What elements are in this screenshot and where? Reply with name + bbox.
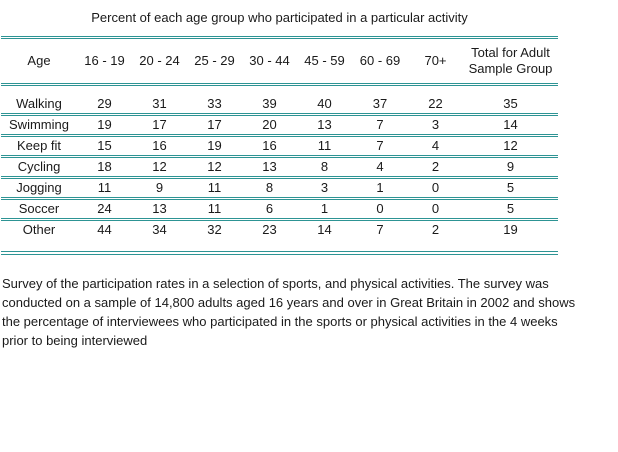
value-cell: 5 xyxy=(463,177,558,200)
value-cell: 11 xyxy=(297,135,352,158)
value-cell: 13 xyxy=(242,156,297,179)
col-header-16-19: 16 - 19 xyxy=(77,37,132,86)
value-cell: 17 xyxy=(187,114,242,137)
value-cell: 18 xyxy=(77,156,132,179)
value-cell: 12 xyxy=(463,135,558,158)
value-cell: 11 xyxy=(187,177,242,200)
col-header-30-44: 30 - 44 xyxy=(242,37,297,86)
value-cell: 39 xyxy=(242,84,297,116)
value-cell: 3 xyxy=(297,177,352,200)
table-row: Keep fit 15 16 19 16 11 7 4 12 xyxy=(1,135,558,158)
value-cell: 19 xyxy=(77,114,132,137)
value-cell: 11 xyxy=(187,198,242,221)
survey-caption: Survey of the participation rates in a s… xyxy=(2,276,576,348)
value-cell: 35 xyxy=(463,84,558,116)
value-cell: 7 xyxy=(352,135,408,158)
col-header-20-24: 20 - 24 xyxy=(132,37,187,86)
value-cell: 2 xyxy=(431,222,440,237)
value-cell: 22 xyxy=(408,84,463,116)
activity-label: Keep fit xyxy=(1,135,77,158)
value-cell: 1 xyxy=(352,177,408,200)
activity-label: Swimming xyxy=(1,114,77,137)
value-cell: 23 xyxy=(262,222,277,237)
value-cell: 0 xyxy=(408,198,463,221)
value-cell: 14 xyxy=(463,114,558,137)
participation-table: Age 16 - 19 20 - 24 25 - 29 30 - 44 45 -… xyxy=(1,36,558,255)
value-cell: 5 xyxy=(463,198,558,221)
value-cell: 8 xyxy=(297,156,352,179)
value-cell: 16 xyxy=(132,135,187,158)
header-row: Age 16 - 19 20 - 24 25 - 29 30 - 44 45 -… xyxy=(1,37,558,86)
col-header-60-69: 60 - 69 xyxy=(352,37,408,86)
value-cell: 14 xyxy=(317,222,332,237)
col-header-total: Total for Adult Sample Group xyxy=(463,37,558,86)
value-cell: 1 xyxy=(297,198,352,221)
value-cell: 32 xyxy=(207,222,222,237)
value-cell: 19 xyxy=(503,222,518,237)
value-cell: 3 xyxy=(408,114,463,137)
value-cell: 0 xyxy=(408,177,463,200)
value-cell: 4 xyxy=(408,135,463,158)
table-row: Jogging 11 9 11 8 3 1 0 5 xyxy=(1,177,558,200)
value-cell: 24 xyxy=(77,198,132,221)
activity-label: Walking xyxy=(1,84,77,116)
table-row: Other 44 34 32 23 14 7 2 19 xyxy=(1,220,558,254)
value-cell: 7 xyxy=(376,222,384,237)
table-row: Soccer 24 13 11 6 1 0 0 5 xyxy=(1,198,558,221)
value-cell: 37 xyxy=(352,84,408,116)
value-cell: 13 xyxy=(132,198,187,221)
value-cell: 44 xyxy=(97,222,112,237)
value-cell: 31 xyxy=(132,84,187,116)
value-cell: 8 xyxy=(242,177,297,200)
value-cell: 15 xyxy=(77,135,132,158)
value-cell: 17 xyxy=(132,114,187,137)
value-cell: 40 xyxy=(297,84,352,116)
value-cell: 19 xyxy=(187,135,242,158)
col-header-70plus: 70+ xyxy=(408,37,463,86)
value-cell: 7 xyxy=(352,114,408,137)
activity-label: Soccer xyxy=(1,198,77,221)
value-cell: 13 xyxy=(297,114,352,137)
table-row: Cycling 18 12 12 13 8 4 2 9 xyxy=(1,156,558,179)
value-cell: 29 xyxy=(77,84,132,116)
activity-label: Other xyxy=(22,222,56,237)
activity-label: Cycling xyxy=(1,156,77,179)
col-header-25-29: 25 - 29 xyxy=(187,37,242,86)
value-cell: 6 xyxy=(242,198,297,221)
value-cell: 20 xyxy=(242,114,297,137)
value-cell: 34 xyxy=(152,222,167,237)
value-cell: 9 xyxy=(132,177,187,200)
value-cell: 11 xyxy=(77,177,132,200)
col-header-age: Age xyxy=(1,37,77,86)
value-cell: 33 xyxy=(187,84,242,116)
value-cell: 12 xyxy=(187,156,242,179)
table-row: Swimming 19 17 17 20 13 7 3 14 xyxy=(1,114,558,137)
value-cell: 9 xyxy=(463,156,558,179)
activity-label: Jogging xyxy=(1,177,77,200)
value-cell: 4 xyxy=(352,156,408,179)
col-header-45-59: 45 - 59 xyxy=(297,37,352,86)
value-cell: 12 xyxy=(132,156,187,179)
value-cell: 2 xyxy=(408,156,463,179)
value-cell: 0 xyxy=(352,198,408,221)
value-cell: 16 xyxy=(242,135,297,158)
table-row: Walking 29 31 33 39 40 37 22 35 xyxy=(1,84,558,116)
table-title: Percent of each age group who participat… xyxy=(91,10,468,25)
